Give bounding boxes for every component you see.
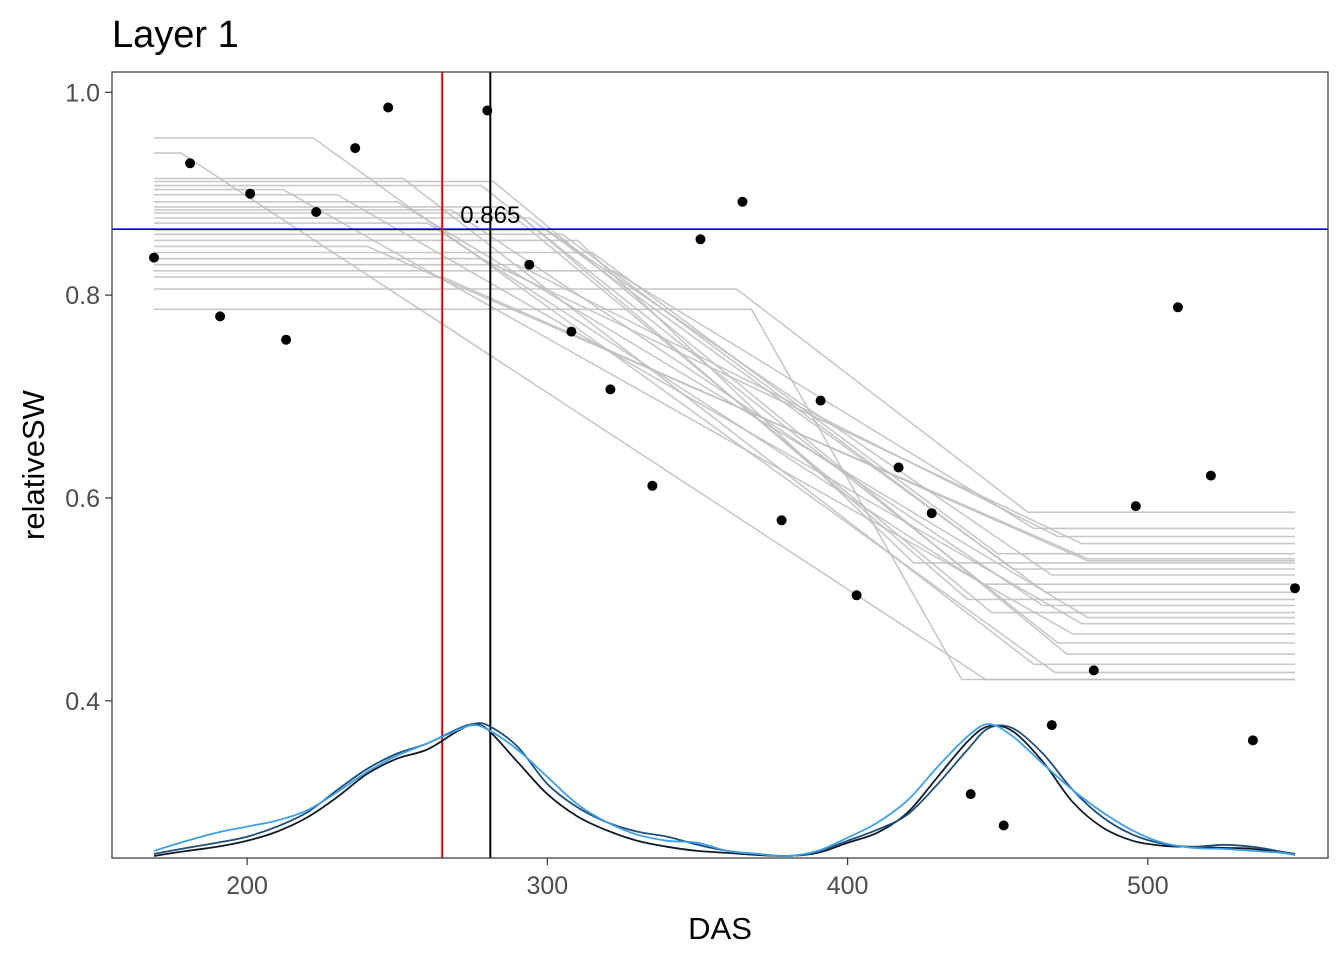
x-axis: 200 300 400 500: [226, 858, 1169, 900]
y-axis: 0.4 0.6 0.8 1.0: [65, 79, 112, 716]
data-point: [566, 326, 577, 337]
x-tick-label: 400: [827, 872, 869, 900]
fit-line: [154, 209, 1295, 607]
data-point: [350, 143, 361, 154]
data-point: [1130, 501, 1141, 512]
data-point: [815, 395, 826, 406]
data-point: [965, 789, 976, 800]
data-point: [524, 259, 535, 270]
fit-line: [154, 222, 1295, 586]
plot-area: [112, 72, 1328, 858]
data-point: [1205, 470, 1216, 481]
fit-line: [154, 137, 1295, 674]
data-point: [149, 252, 159, 263]
data-point: [245, 188, 256, 199]
density-curves: [153, 722, 1296, 857]
data-point: [605, 384, 616, 395]
x-tick-label: 500: [1127, 872, 1169, 900]
y-axis-title: relativeSW: [16, 389, 51, 540]
fit-line: [154, 257, 1295, 545]
density-curve: [153, 722, 1296, 857]
fit-line: [154, 233, 1295, 570]
fit-line: [154, 180, 1295, 655]
y-tick-label: 0.8: [65, 282, 100, 310]
data-point: [776, 515, 787, 526]
fit-line: [154, 177, 1295, 666]
data-point: [311, 207, 322, 217]
data-points: [149, 102, 1300, 831]
fit-line: [154, 206, 1295, 614]
fit-lines: [154, 137, 1295, 681]
fit-line: [154, 276, 1295, 562]
data-point: [1046, 720, 1057, 731]
fit-line: [154, 212, 1295, 601]
data-point: [926, 508, 937, 519]
data-point: [647, 480, 658, 491]
data-point: [1088, 665, 1099, 676]
y-tick-label: 0.6: [65, 485, 100, 513]
data-point: [893, 462, 904, 473]
plot-panel-border: [111, 71, 1329, 859]
fit-line: [154, 217, 1295, 594]
fit-line: [154, 184, 1295, 644]
data-point: [215, 311, 226, 322]
fit-line: [154, 188, 1295, 635]
fit-line: [154, 229, 1295, 576]
fit-line: [154, 251, 1295, 555]
data-point: [1247, 735, 1258, 746]
reference-lines: [112, 72, 1328, 858]
data-point: [695, 234, 706, 245]
x-tick-label: 200: [226, 872, 268, 900]
data-point: [1290, 583, 1300, 594]
x-axis-title: DAS: [688, 911, 752, 946]
fit-line: [154, 308, 1295, 681]
data-point: [383, 102, 394, 113]
data-point: [998, 820, 1009, 831]
data-point: [851, 590, 862, 601]
density-curve: [153, 723, 1296, 857]
y-tick-label: 0.4: [65, 688, 100, 716]
hline-label: 0.865: [460, 202, 520, 229]
fit-line: [154, 288, 1295, 514]
chart-title: Layer 1: [112, 14, 239, 56]
data-point: [737, 196, 748, 207]
fit-line: [154, 239, 1295, 564]
y-tick-label: 1.0: [65, 79, 100, 107]
x-tick-label: 300: [526, 872, 568, 900]
data-point: [185, 158, 196, 169]
data-point: [482, 105, 493, 116]
data-point: [1172, 302, 1183, 313]
density-curve: [153, 723, 1296, 857]
data-point: [281, 334, 292, 345]
fit-line: [154, 263, 1295, 538]
